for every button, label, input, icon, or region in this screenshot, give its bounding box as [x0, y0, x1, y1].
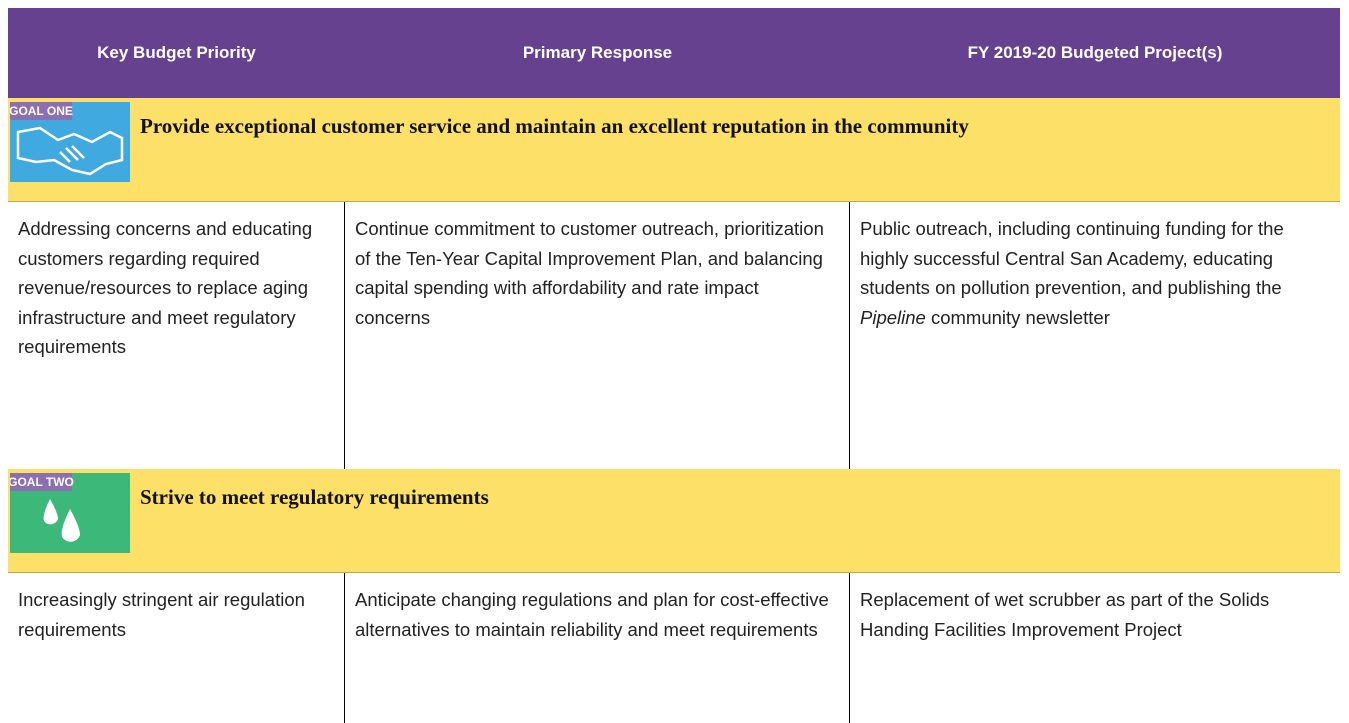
cell: Public outreach, including continuing fu…	[850, 202, 1340, 469]
goal-row: GOAL TWO Strive to meet regulatory requi…	[8, 469, 1340, 573]
goal-icon: GOAL TWO	[10, 473, 130, 553]
data-row: Increasingly stringent air regulation re…	[8, 573, 1340, 723]
cell-text: community newsletter	[925, 306, 1110, 328]
cell: Replacement of wet scrubber as part of t…	[860, 589, 1270, 640]
goal-icon: GOAL ONE	[10, 102, 130, 182]
goal-title: Strive to meet regulatory requirements	[140, 485, 489, 509]
cell: Continue commitment to customer outreach…	[345, 202, 850, 469]
header-cell: Key Budget Priority	[97, 43, 256, 62]
goal-badge: GOAL ONE	[10, 104, 73, 118]
header-cell: Primary Response	[522, 43, 673, 62]
goal-title: Provide exceptional customer service and…	[140, 114, 969, 138]
cell: Increasingly stringent air regulation re…	[8, 573, 345, 723]
cell-text: Public outreach, including continuing fu…	[860, 218, 1284, 298]
data-row: Addressing concerns and educating custom…	[8, 202, 1340, 469]
header-cell: FY 2019-20 Budgeted Project(s)	[967, 43, 1223, 62]
cell-italic: Pipeline	[860, 306, 926, 328]
goal-badge: GOAL TWO	[10, 475, 74, 489]
header-row: Key Budget Priority Primary Response FY …	[8, 8, 1340, 98]
budget-table: Key Budget Priority Primary Response FY …	[8, 8, 1340, 723]
cell: Anticipate changing regulations and plan…	[345, 573, 850, 723]
goal-row: GOAL ONE Provide exceptional customer se…	[8, 98, 1340, 202]
cell: Addressing concerns and educating custom…	[8, 202, 345, 469]
